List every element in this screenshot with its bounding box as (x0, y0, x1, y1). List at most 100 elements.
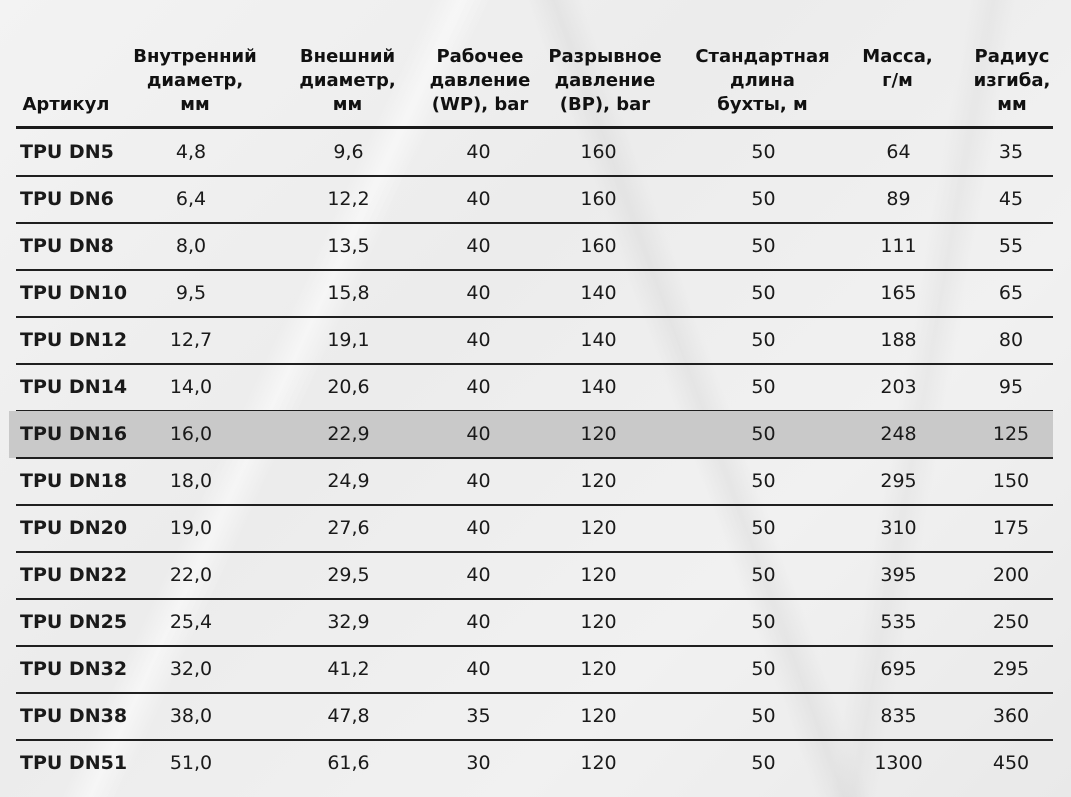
header-divider (16, 126, 1053, 129)
cell-bend-radius: 65 (998, 282, 1024, 304)
cell-outer-diameter: 9,6 (333, 141, 364, 163)
cell-burst-pressure: 120 (580, 423, 617, 445)
header-burst-pressure: Разрывное давление (BP), bar (548, 46, 662, 115)
cell-sku: TPU DN10 (20, 282, 128, 304)
cell-working-pressure: 40 (466, 376, 491, 398)
header-outer-diameter: Внешний диаметр, мм (299, 46, 396, 115)
cell-sku: TPU DN14 (20, 376, 128, 398)
table-row: TPU DN14 14,0 20,6 40 140 50 203 95 (16, 364, 1053, 411)
cell-inner-diameter: 25,4 (169, 611, 213, 633)
cell-bend-radius: 55 (998, 235, 1024, 257)
cell-coil-length: 50 (751, 188, 776, 210)
cell-outer-diameter: 29,5 (327, 564, 370, 586)
cell-coil-length: 50 (751, 658, 776, 680)
cell-coil-length: 50 (751, 611, 776, 633)
cell-burst-pressure: 120 (580, 752, 617, 774)
cell-bend-radius: 175 (992, 517, 1030, 539)
table-row: TPU DN8 8,0 13,5 40 160 50 111 55 (16, 223, 1053, 270)
table-row: TPU DN6 6,4 12,2 40 160 50 89 45 (16, 176, 1053, 223)
row-divider (16, 598, 1053, 600)
cell-sku: TPU DN20 (20, 517, 128, 539)
cell-inner-diameter: 6,4 (175, 188, 207, 210)
row-divider (16, 739, 1053, 741)
cell-outer-diameter: 20,6 (327, 376, 370, 398)
row-divider (16, 363, 1053, 365)
header-sku: Артикул (22, 94, 110, 115)
cell-working-pressure: 40 (466, 329, 491, 351)
cell-mass: 64 (886, 141, 911, 163)
cell-outer-diameter: 41,2 (327, 658, 370, 680)
cell-outer-diameter: 24,9 (327, 470, 370, 492)
cell-burst-pressure: 120 (580, 564, 617, 586)
cell-burst-pressure: 140 (580, 282, 617, 304)
cell-mass: 535 (880, 611, 917, 633)
cell-inner-diameter: 16,0 (169, 423, 213, 445)
header-mass: Масса, г/м (862, 46, 933, 91)
cell-burst-pressure: 120 (580, 470, 617, 492)
cell-working-pressure: 40 (466, 141, 491, 163)
cell-burst-pressure: 120 (580, 658, 617, 680)
row-divider (16, 269, 1053, 271)
cell-mass: 1300 (874, 752, 923, 774)
table-row: TPU DN51 51,0 61,6 30 120 50 1300 450 (16, 740, 1053, 787)
cell-inner-diameter: 4,8 (175, 141, 207, 163)
cell-working-pressure: 40 (466, 423, 491, 445)
cell-working-pressure: 40 (466, 235, 491, 257)
cell-bend-radius: 45 (998, 188, 1024, 210)
cell-outer-diameter: 13,5 (327, 235, 370, 257)
cell-coil-length: 50 (751, 752, 776, 774)
cell-working-pressure: 30 (466, 752, 491, 774)
cell-burst-pressure: 160 (580, 141, 617, 163)
cell-mass: 111 (880, 235, 917, 257)
cell-sku: TPU DN18 (20, 470, 128, 492)
cell-coil-length: 50 (751, 705, 776, 727)
table-row: TPU DN32 32,0 41,2 40 120 50 695 295 (16, 646, 1053, 693)
cell-sku: TPU DN16 (20, 423, 128, 445)
cell-working-pressure: 40 (466, 517, 491, 539)
cell-mass: 395 (880, 564, 917, 586)
cell-bend-radius: 125 (992, 423, 1030, 445)
cell-mass: 89 (886, 188, 911, 210)
cell-bend-radius: 35 (998, 141, 1024, 163)
cell-bend-radius: 95 (998, 376, 1024, 398)
cell-sku: TPU DN51 (20, 752, 128, 774)
cell-outer-diameter: 19,1 (327, 329, 370, 351)
cell-working-pressure: 40 (466, 188, 491, 210)
cell-outer-diameter: 22,9 (327, 423, 370, 445)
table-row: TPU DN10 9,5 15,8 40 140 50 165 65 (16, 270, 1053, 317)
cell-outer-diameter: 27,6 (327, 517, 370, 539)
cell-coil-length: 50 (751, 329, 776, 351)
cell-inner-diameter: 18,0 (169, 470, 213, 492)
table-header: Артикул Внутренний диаметр, мм Внешний д… (0, 40, 1071, 125)
cell-burst-pressure: 120 (580, 611, 617, 633)
cell-outer-diameter: 61,6 (327, 752, 370, 774)
cell-sku: TPU DN5 (20, 141, 114, 163)
row-divider (16, 222, 1053, 224)
cell-coil-length: 50 (751, 470, 776, 492)
cell-inner-diameter: 22,0 (169, 564, 213, 586)
cell-sku: TPU DN32 (20, 658, 128, 680)
cell-mass: 248 (880, 423, 917, 445)
cell-working-pressure: 40 (466, 611, 491, 633)
cell-coil-length: 50 (751, 423, 776, 445)
row-divider (16, 645, 1053, 647)
table-row: TPU DN38 38,0 47,8 35 120 50 835 360 (16, 693, 1053, 740)
cell-outer-diameter: 15,8 (327, 282, 370, 304)
cell-bend-radius: 80 (998, 329, 1024, 351)
cell-bend-radius: 150 (992, 470, 1030, 492)
cell-inner-diameter: 12,7 (169, 329, 213, 351)
cell-burst-pressure: 120 (580, 705, 617, 727)
table-row: TPU DN25 25,4 32,9 40 120 50 535 250 (16, 599, 1053, 646)
cell-outer-diameter: 32,9 (327, 611, 370, 633)
row-divider (16, 175, 1053, 177)
cell-working-pressure: 40 (466, 658, 491, 680)
header-coil-length: Стандартная длина бухты, м (695, 46, 830, 115)
row-divider (16, 457, 1053, 459)
cell-sku: TPU DN6 (20, 188, 114, 210)
cell-working-pressure: 35 (466, 705, 491, 727)
header-working-pressure: Рабочее давление (WP), bar (429, 46, 531, 115)
cell-sku: TPU DN8 (20, 235, 114, 257)
cell-inner-diameter: 19,0 (169, 517, 213, 539)
row-divider (16, 692, 1053, 694)
cell-mass: 188 (880, 329, 917, 351)
